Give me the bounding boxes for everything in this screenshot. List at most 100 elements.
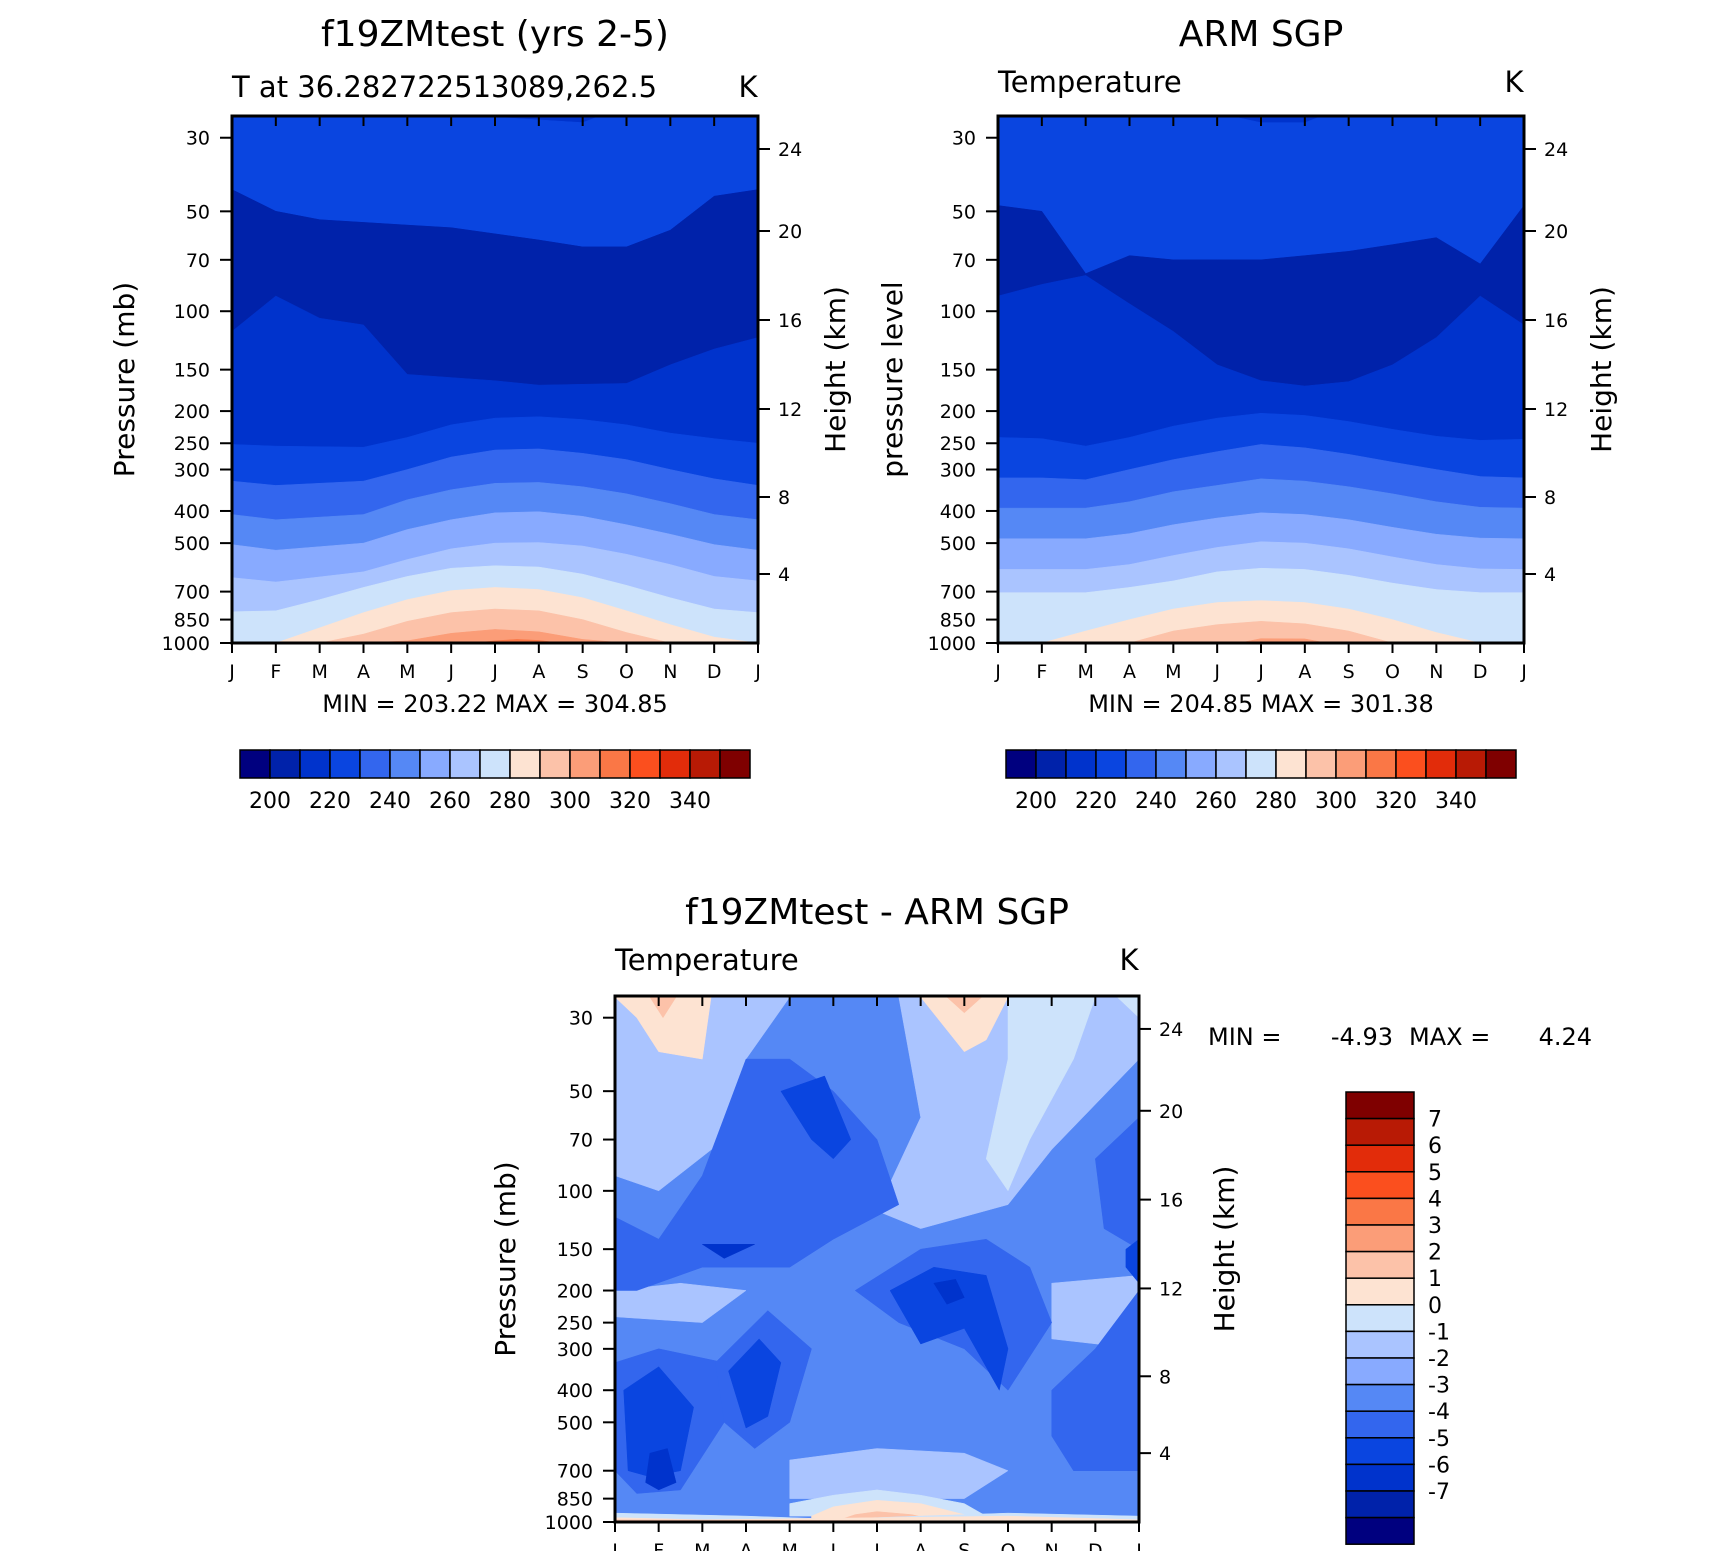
colorbar-swatch	[1345, 1250, 1415, 1279]
y-tick-label: 700	[940, 582, 976, 604]
y-tick-label: 70	[186, 250, 210, 272]
height-tick-label: 20	[1159, 1101, 1183, 1123]
y-tick-label: 700	[174, 582, 210, 604]
contour-region	[933, 1279, 965, 1305]
y-tick-label: 700	[557, 1461, 593, 1483]
colorbar-swatch	[1065, 749, 1097, 779]
height-tick-label: 12	[778, 399, 802, 421]
colorbar-label: 300	[549, 789, 591, 814]
y-tick-label: 850	[174, 610, 210, 632]
colorbar-swatch	[689, 749, 721, 779]
axes-2: J F M A M J J A S O N D J 30 50 70 100 150 200 250 300 400 500…	[489, 892, 1241, 1551]
chart-subtitle: Temperature	[997, 65, 1182, 99]
colorbar-swatch	[1455, 749, 1487, 779]
x-tick-label: J	[1257, 661, 1264, 683]
colorbar-label: 280	[489, 789, 531, 814]
x-tick-label: J	[1520, 661, 1527, 683]
colorbar-swatch	[1345, 1144, 1415, 1173]
y-tick-label: 70	[952, 250, 976, 272]
colorbar-label: 260	[429, 789, 471, 814]
axes-1: J F M A M J J A S O N D J 30 50 70 100 150 200 250 300 400 500…	[876, 14, 1618, 683]
height-tick-label: 20	[1544, 221, 1568, 243]
colorbar-label: 320	[609, 789, 651, 814]
colorbar-swatch	[1185, 749, 1217, 779]
y-tick-label: 150	[174, 360, 210, 382]
colorbar-label: 200	[249, 789, 291, 814]
contour-region	[889, 1266, 1009, 1391]
x-tick-label: A	[357, 661, 370, 683]
contour-region	[701, 1244, 755, 1259]
x-tick-label: D	[1473, 661, 1488, 683]
contour-region	[623, 1366, 694, 1477]
y-tick-label: 250	[557, 1313, 593, 1335]
chart-title: ARM SGP	[1179, 14, 1344, 55]
x-tick-label: A	[1123, 661, 1136, 683]
x-tick-label: M	[1165, 661, 1181, 683]
colorbar-swatch	[1345, 1091, 1415, 1120]
height-tick-label: 24	[1159, 1019, 1183, 1041]
colorbar-swatch	[1345, 1224, 1415, 1253]
x-tick-label: N	[1045, 1540, 1059, 1551]
colorbar-label: 280	[1255, 789, 1297, 814]
height-tick-label: 20	[778, 221, 802, 243]
colorbar-label: 340	[669, 789, 711, 814]
min-value: -4.93	[1331, 1023, 1393, 1051]
y2-axis-label: Height (km)	[819, 286, 852, 453]
y-tick-label: 250	[174, 433, 210, 455]
x-tick-label: A	[914, 1540, 927, 1551]
y2-axis-label: Height (km)	[1208, 1166, 1241, 1333]
colorbar-swatch	[419, 749, 451, 779]
chart-subtitle: Temperature	[614, 943, 799, 977]
y-tick-label: 1000	[545, 1512, 593, 1534]
y-tick-label: 30	[952, 128, 976, 150]
colorbar-label: -3	[1428, 1374, 1450, 1399]
contour-region	[780, 1075, 852, 1160]
colorbar-label: 300	[1315, 789, 1357, 814]
x-tick-label: J	[830, 1540, 837, 1551]
colorbar-label: 3	[1428, 1214, 1442, 1239]
colorbar-swatch	[1395, 749, 1427, 779]
y-tick-label: 50	[569, 1081, 593, 1103]
x-tick-label: J	[228, 661, 235, 683]
y-tick-label: 100	[940, 301, 976, 323]
y-tick-label: 1000	[162, 633, 210, 655]
colorbar-swatch	[1485, 749, 1517, 779]
x-tick-label: A	[740, 1540, 753, 1551]
height-tick-label: 4	[778, 564, 790, 586]
height-tick-label: 12	[1544, 399, 1568, 421]
x-tick-label: M	[399, 661, 415, 683]
colorbar-swatch	[1345, 1330, 1415, 1359]
y-tick-label: 400	[557, 1380, 593, 1402]
colorbar-label: 260	[1195, 789, 1237, 814]
colorbar-swatch	[1245, 749, 1277, 779]
units-label: K	[1504, 65, 1524, 99]
height-tick-label: 16	[778, 310, 802, 332]
contour-band	[998, 638, 1524, 643]
x-tick-label: J	[873, 1540, 880, 1551]
y-tick-label: 300	[174, 460, 210, 482]
colorbar-swatch	[1005, 749, 1037, 779]
colorbar-swatch	[239, 749, 271, 779]
height-tick-label: 8	[778, 487, 790, 509]
x-tick-label: A	[1298, 661, 1311, 683]
x-tick-label: F	[1036, 661, 1047, 683]
x-tick-label: O	[1001, 1540, 1016, 1551]
height-tick-label: 16	[1159, 1190, 1183, 1212]
chart-title: f19ZMtest - ARM SGP	[685, 892, 1069, 933]
colorbar-swatch	[1345, 1410, 1415, 1439]
colorbar-label: 240	[1135, 789, 1177, 814]
colorbar-swatch	[1125, 749, 1157, 779]
chart-subtitle: T at 36.282722513089,262.5	[231, 70, 657, 104]
y-tick-label: 30	[569, 1008, 593, 1030]
colorbar-label: 220	[1075, 789, 1117, 814]
x-tick-label: D	[1088, 1540, 1103, 1551]
x-tick-label: J	[491, 661, 498, 683]
colorbar-swatch	[1345, 1516, 1415, 1545]
colorbar-label: -7	[1428, 1480, 1450, 1505]
colorbar-swatch	[719, 749, 751, 779]
units-label: K	[1119, 943, 1139, 977]
contour-region	[645, 1448, 677, 1491]
contour-band	[232, 608, 758, 643]
x-tick-label: M	[1077, 661, 1093, 683]
y-tick-label: 70	[569, 1130, 593, 1152]
